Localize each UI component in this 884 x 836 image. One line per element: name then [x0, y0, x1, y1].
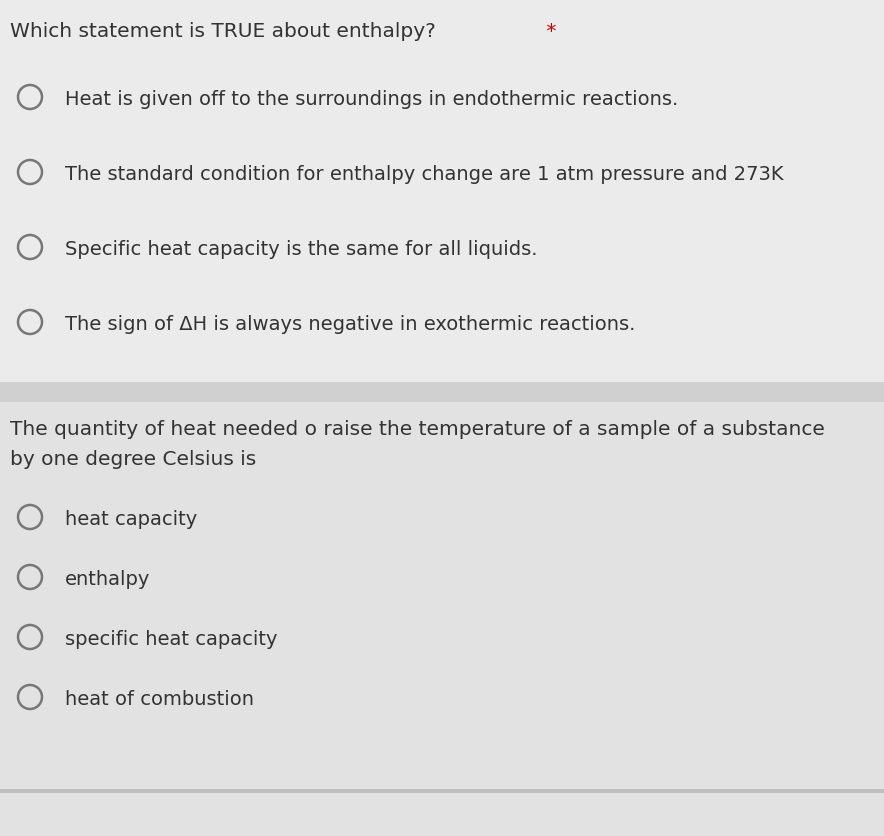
Bar	[0, 789, 884, 793]
Text: *: *	[540, 22, 557, 41]
Text: Which statement is TRUE about enthalpy?: Which statement is TRUE about enthalpy?	[10, 22, 436, 41]
Text: Specific heat capacity is the same for all liquids.: Specific heat capacity is the same for a…	[65, 240, 537, 258]
Text: The sign of ΔH is always negative in exothermic reactions.: The sign of ΔH is always negative in exo…	[65, 314, 636, 334]
Text: heat of combustion: heat of combustion	[65, 689, 254, 708]
Text: heat capacity: heat capacity	[65, 509, 197, 528]
Bar	[0, 402, 884, 836]
Bar	[0, 0, 884, 390]
Text: The standard condition for enthalpy change are 1 atm pressure and 273K: The standard condition for enthalpy chan…	[65, 165, 783, 184]
Text: The quantity of heat needed o raise the temperature of a sample of a substance: The quantity of heat needed o raise the …	[10, 420, 825, 438]
Text: enthalpy: enthalpy	[65, 569, 150, 589]
Text: by one degree Celsius is: by one degree Celsius is	[10, 450, 256, 468]
Text: specific heat capacity: specific heat capacity	[65, 630, 278, 648]
Text: Heat is given off to the surroundings in endothermic reactions.: Heat is given off to the surroundings in…	[65, 90, 678, 109]
Bar	[0, 383, 884, 402]
